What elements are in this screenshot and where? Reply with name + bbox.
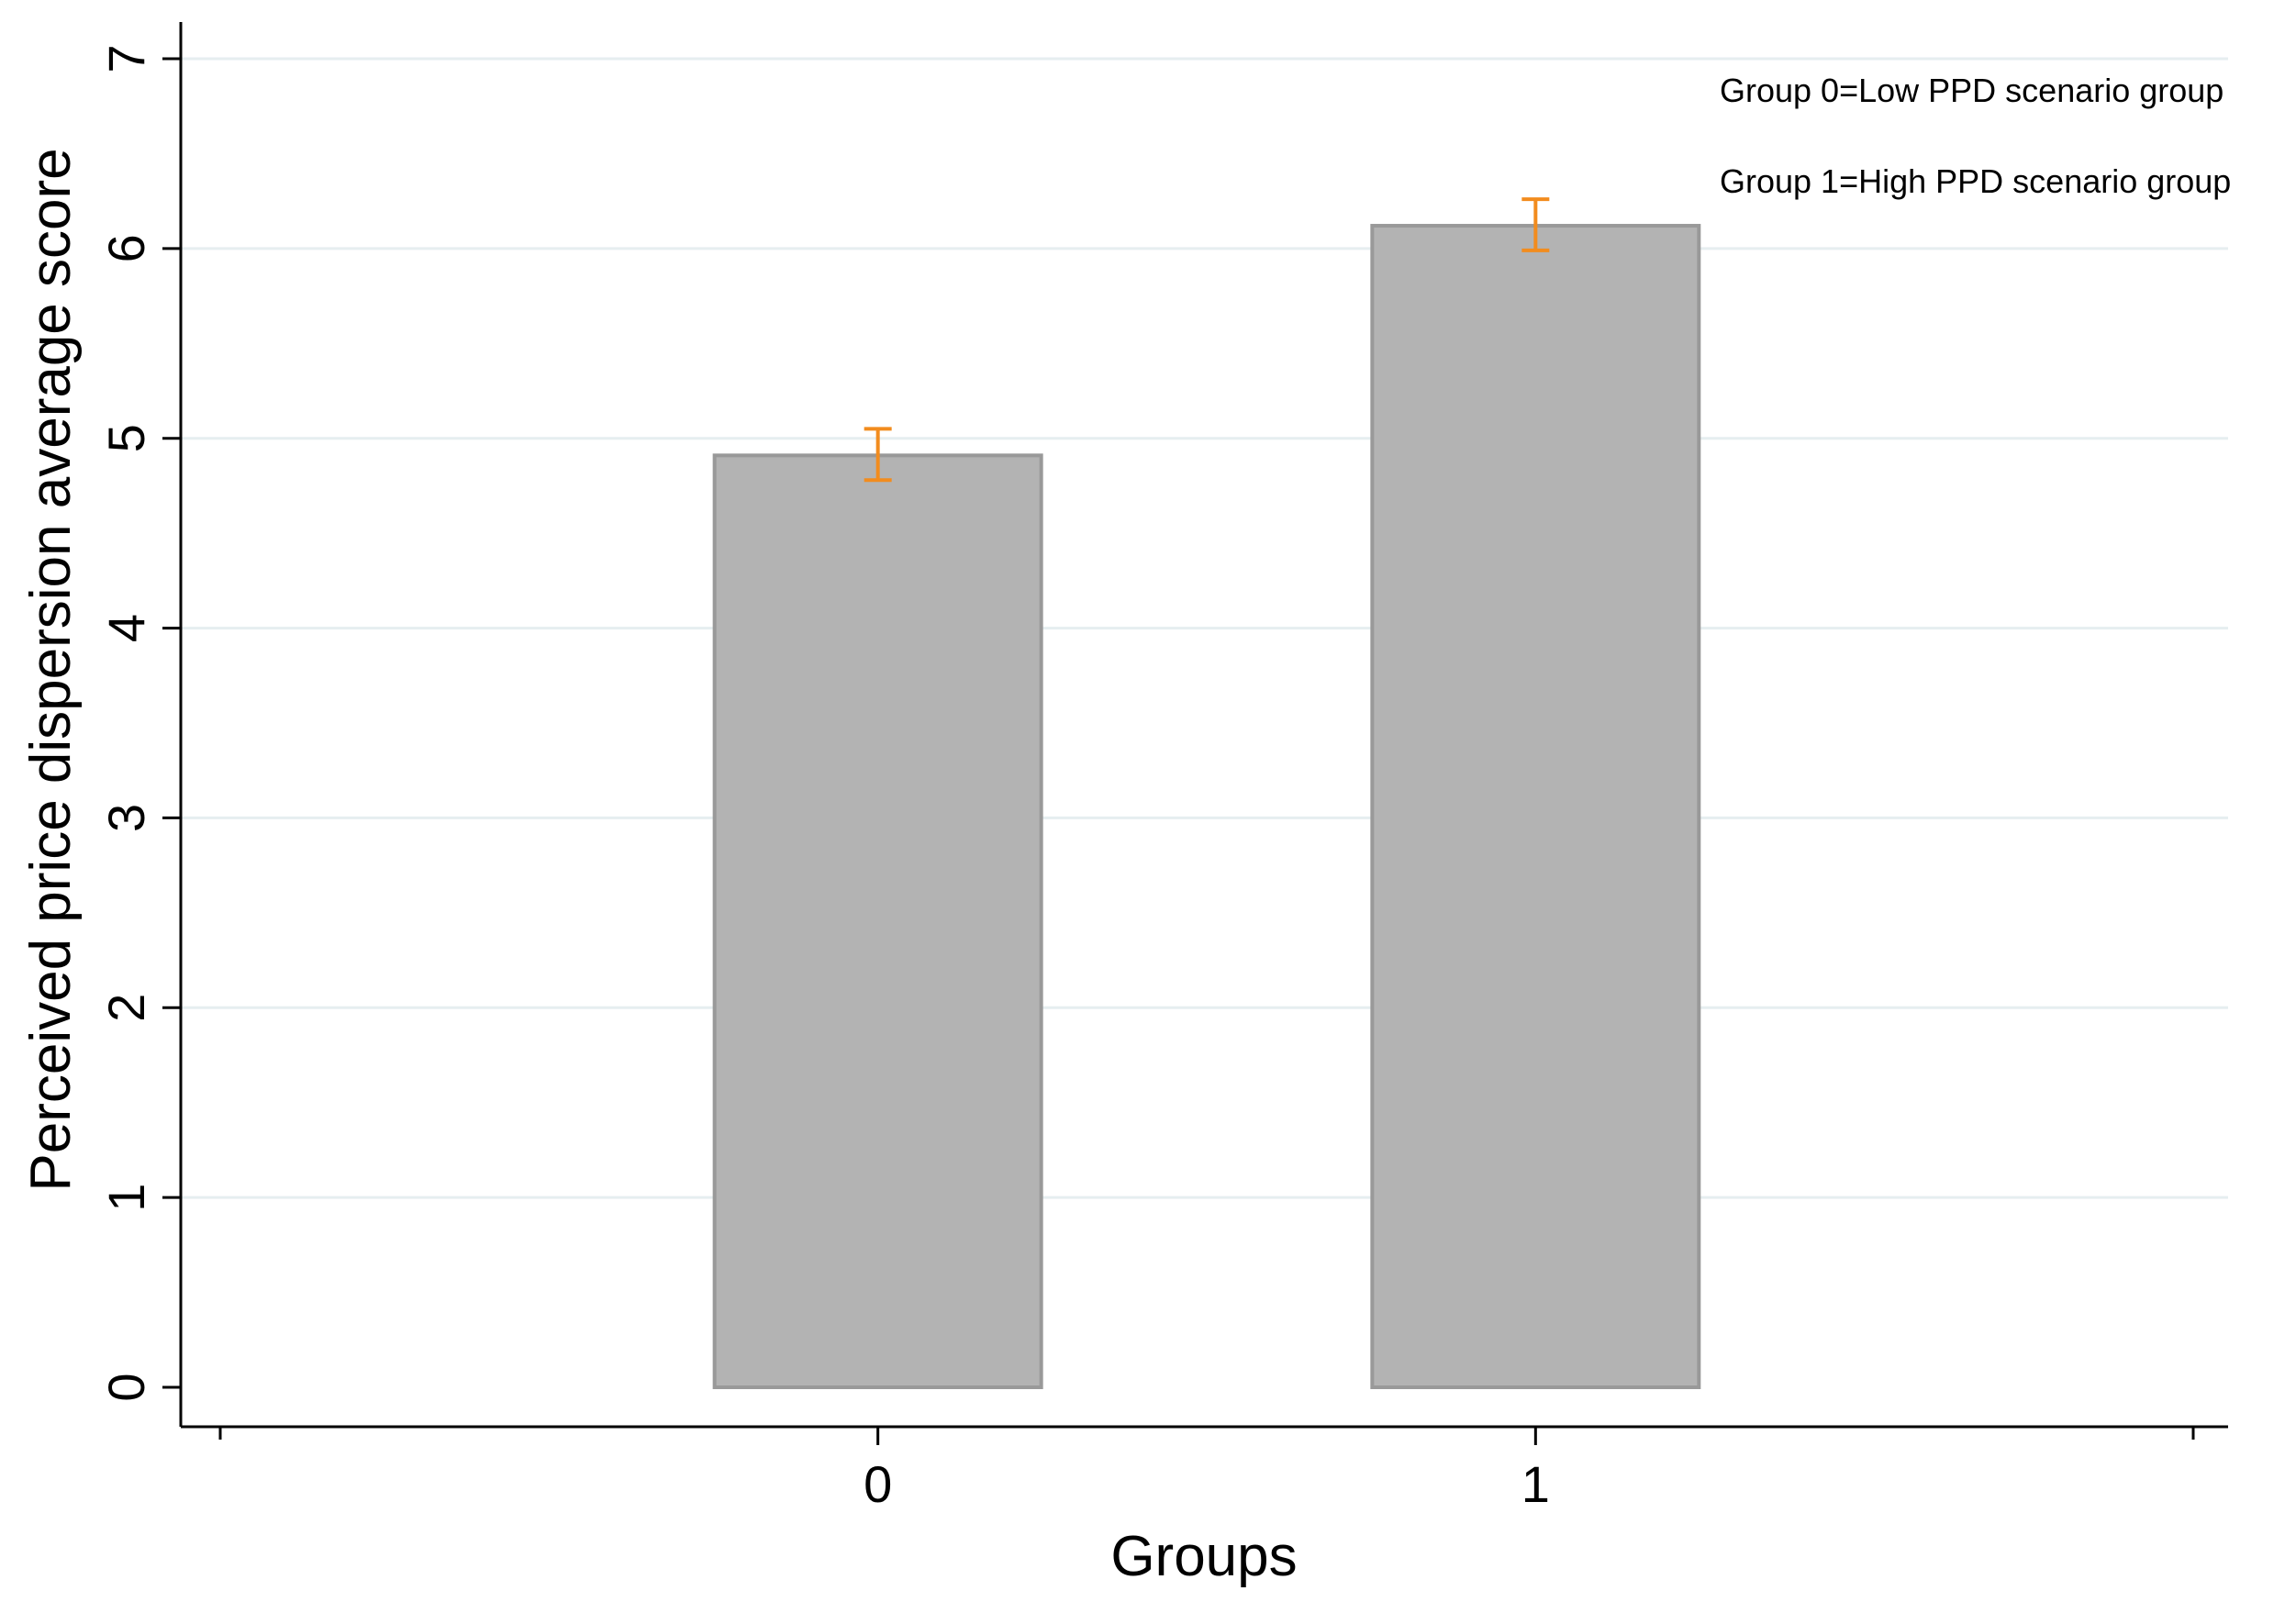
- y-tick-label: 7: [97, 44, 155, 72]
- axes: [179, 22, 2228, 1429]
- bars: [712, 224, 1701, 1389]
- gridlines: [181, 57, 2228, 1199]
- y-tick-label: 6: [97, 234, 155, 262]
- error-bars: [864, 197, 1550, 483]
- y-tick-label: 3: [97, 804, 155, 832]
- bar-group-0: [712, 453, 1043, 1389]
- x-tick-label: 1: [1521, 1455, 1550, 1513]
- error-bar-group-0: [864, 427, 892, 483]
- legend-note-group-0: Group 0=Low PPD scenario group: [1720, 72, 2224, 109]
- y-tick-label: 5: [97, 424, 155, 452]
- y-tick-label: 2: [97, 994, 155, 1022]
- y-axis-ticks: 0 1 2 3 4 5 6 7: [97, 44, 181, 1402]
- legend-note-group-1: Group 1=High PPD scenario group: [1720, 162, 2231, 200]
- bar-group-1: [1370, 224, 1701, 1389]
- x-axis-title: Groups: [1110, 1525, 1297, 1588]
- y-axis-title: Perceived price dispersion average score: [19, 148, 83, 1191]
- error-bar-group-1: [1521, 197, 1550, 252]
- x-tick-label: 0: [864, 1455, 892, 1513]
- y-tick-label: 0: [97, 1373, 155, 1401]
- y-tick-label: 1: [97, 1184, 155, 1212]
- y-tick-label: 4: [97, 614, 155, 642]
